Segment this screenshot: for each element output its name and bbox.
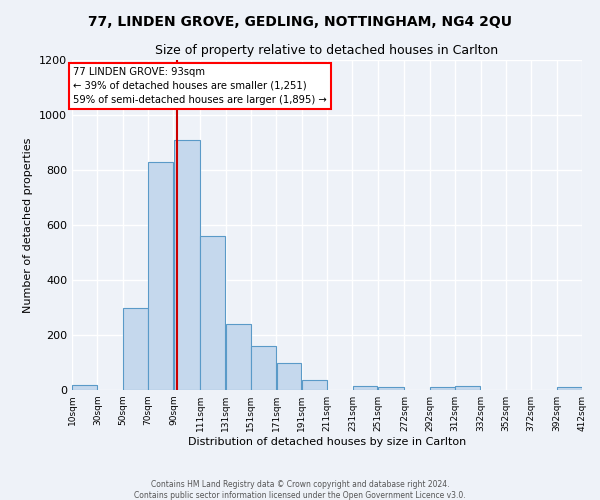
Bar [123, 308, 148, 390]
Bar [251, 346, 276, 390]
Bar [430, 387, 455, 390]
Text: 77 LINDEN GROVE: 93sqm
← 39% of detached houses are smaller (1,251)
59% of semi-: 77 LINDEN GROVE: 93sqm ← 39% of detached… [73, 67, 327, 105]
Bar [455, 386, 480, 390]
Bar [378, 387, 404, 390]
Bar [557, 387, 582, 390]
Bar [174, 140, 200, 390]
Bar [72, 384, 97, 390]
Bar [226, 324, 251, 390]
Bar [277, 362, 301, 390]
Bar [148, 162, 173, 390]
X-axis label: Distribution of detached houses by size in Carlton: Distribution of detached houses by size … [188, 437, 466, 447]
Text: Contains HM Land Registry data © Crown copyright and database right 2024.
Contai: Contains HM Land Registry data © Crown c… [134, 480, 466, 500]
Bar [200, 236, 225, 390]
Y-axis label: Number of detached properties: Number of detached properties [23, 138, 34, 312]
Title: Size of property relative to detached houses in Carlton: Size of property relative to detached ho… [155, 44, 499, 58]
Text: 77, LINDEN GROVE, GEDLING, NOTTINGHAM, NG4 2QU: 77, LINDEN GROVE, GEDLING, NOTTINGHAM, N… [88, 15, 512, 29]
Bar [353, 386, 377, 390]
Bar [302, 380, 327, 390]
